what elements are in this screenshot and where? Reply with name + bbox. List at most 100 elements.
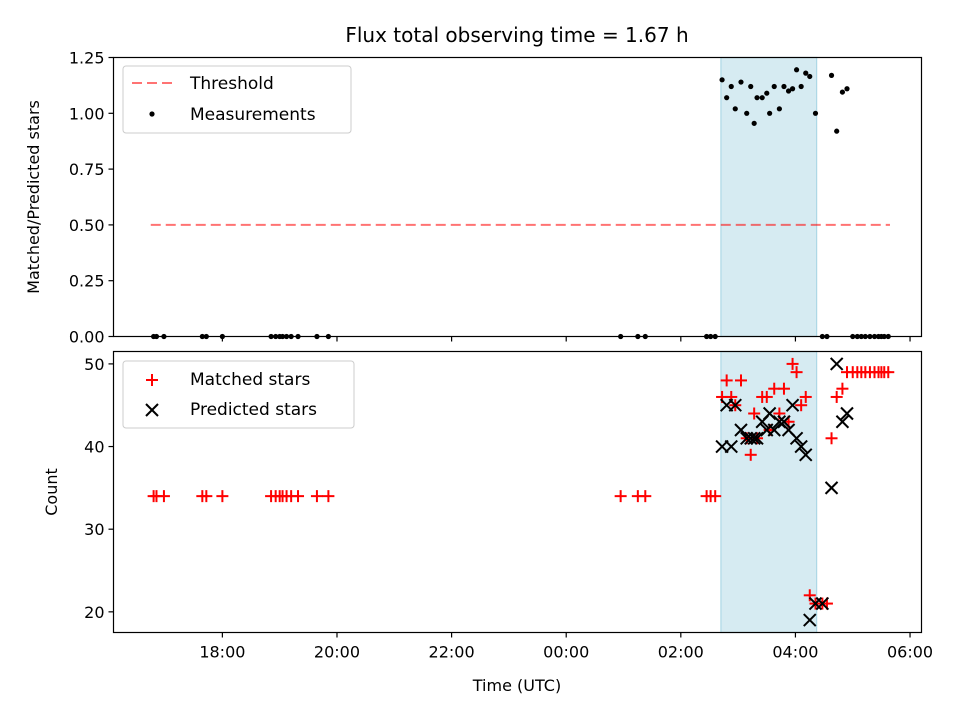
bottom-x-ticks: 18:00 20:00 22:00 00:00 02:00 04:00 06:00 bbox=[199, 632, 933, 662]
predicted-star-marker-b bbox=[794, 439, 808, 454]
legend-predicted-swatch bbox=[145, 403, 159, 417]
measurement-point bbox=[764, 90, 770, 96]
predicted-star-marker-b bbox=[750, 431, 764, 445]
bottom-xtick-label: 20:00 bbox=[314, 643, 360, 662]
measurement-point bbox=[781, 83, 787, 90]
top-axes-frame bbox=[112, 56, 923, 338]
predicted-star-marker-b bbox=[824, 481, 839, 495]
top-x-ticks bbox=[221, 336, 911, 342]
predicted-star-marker-b bbox=[762, 406, 777, 421]
measurement-point bbox=[807, 73, 813, 80]
legend-measurements-swatch bbox=[149, 111, 155, 117]
measurement-point bbox=[759, 95, 765, 101]
predicted-star-marker-b bbox=[840, 406, 854, 421]
predicted-star-marker-b bbox=[747, 431, 761, 445]
predicted-star-marker-b bbox=[799, 448, 813, 462]
predicted-star-marker bbox=[824, 481, 839, 495]
bottom-legend: Matched stars Predicted stars bbox=[122, 360, 355, 429]
legend-predicted-label: Predicted stars bbox=[190, 400, 317, 420]
bottom-x-axis-label: Time (UTC) bbox=[472, 676, 561, 695]
predicted-star-marker bbox=[799, 448, 813, 462]
top-legend-box bbox=[122, 65, 352, 134]
top-ytick-label: 1.25 bbox=[69, 49, 105, 68]
matched-star-marker bbox=[882, 366, 895, 379]
measurement-point bbox=[839, 89, 846, 95]
matched-star-marker bbox=[795, 399, 808, 412]
bottom-highlight-span bbox=[720, 350, 818, 634]
measurement-point bbox=[798, 83, 804, 90]
matched-star-marker bbox=[790, 366, 803, 379]
predicted-star-marker bbox=[747, 431, 761, 445]
measurement-point bbox=[719, 77, 725, 83]
legend-threshold-label: Threshold bbox=[189, 74, 274, 94]
chart-title: Flux total observing time = 1.67 h bbox=[345, 23, 688, 47]
measurement-point bbox=[724, 95, 730, 101]
matched-star-marker bbox=[760, 390, 773, 403]
predicted-star-marker bbox=[762, 406, 777, 421]
matched-star-marker bbox=[322, 490, 335, 503]
top-legend: Threshold Measurements bbox=[122, 65, 352, 134]
measurement-point bbox=[844, 86, 850, 92]
predicted-star-marker bbox=[835, 415, 850, 429]
bottom-xtick-label: 00:00 bbox=[543, 643, 589, 662]
predicted-star-marker-b bbox=[724, 439, 738, 454]
matched-star-marker bbox=[200, 490, 213, 503]
predicted-star-marker bbox=[750, 431, 764, 445]
bottom-xtick-label: 06:00 bbox=[887, 643, 933, 662]
measurement-point bbox=[793, 67, 800, 73]
predicted-star-marker bbox=[767, 423, 781, 437]
matched-star-marker bbox=[825, 432, 838, 445]
bottom-xtick-label: 02:00 bbox=[658, 643, 704, 662]
matched-star-marker bbox=[216, 490, 229, 503]
matched-star-marker bbox=[292, 490, 305, 503]
matched-star-marker bbox=[803, 589, 816, 602]
matched-star-marker bbox=[744, 448, 757, 461]
bottom-axes-frame bbox=[112, 350, 923, 634]
predicted-stars-points bbox=[715, 357, 854, 627]
top-ytick-label: 0.00 bbox=[69, 328, 105, 347]
predicted-star-marker-b bbox=[829, 357, 844, 371]
predicted-star-marker bbox=[724, 439, 738, 454]
measurement-point bbox=[803, 70, 809, 76]
measurement-point bbox=[785, 88, 792, 94]
measurement-point bbox=[771, 83, 777, 90]
predicted-star-marker bbox=[794, 439, 808, 454]
measurement-point bbox=[834, 128, 840, 134]
measurement-point bbox=[776, 106, 782, 112]
predicted-star-marker bbox=[728, 398, 742, 412]
top-ytick-label: 0.50 bbox=[69, 216, 105, 235]
predicted-star-marker bbox=[803, 613, 817, 627]
matched-star-marker bbox=[830, 390, 843, 403]
predicted-star-marker-b bbox=[789, 431, 804, 445]
predicted-star-marker-b bbox=[785, 398, 800, 412]
predicted-star-marker-b bbox=[728, 398, 742, 412]
bottom-xtick-label: 22:00 bbox=[429, 643, 475, 662]
matched-star-marker bbox=[720, 374, 733, 387]
matched-star-marker bbox=[777, 382, 790, 395]
matched-star-marker bbox=[614, 490, 627, 503]
matched-star-marker bbox=[157, 490, 170, 503]
measurement-point bbox=[754, 95, 760, 101]
predicted-star-marker bbox=[777, 415, 791, 429]
predicted-star-marker-b bbox=[744, 431, 758, 445]
bottom-xtick-label: 04:00 bbox=[772, 643, 818, 662]
matched-star-marker bbox=[734, 374, 747, 387]
predicted-star-marker bbox=[785, 398, 800, 412]
matched-star-marker bbox=[799, 390, 812, 403]
predicted-star-marker-b bbox=[767, 423, 781, 437]
predicted-star-marker-b bbox=[734, 423, 748, 437]
top-y-axis-label: Matched/Predicted stars bbox=[24, 100, 43, 294]
matched-star-marker bbox=[709, 490, 722, 503]
bottom-y-ticks: 20 30 40 50 bbox=[84, 355, 114, 622]
top-ytick-label: 0.75 bbox=[69, 160, 105, 179]
bottom-ytick-label: 20 bbox=[84, 603, 104, 622]
bottom-y-axis-label: Count bbox=[42, 468, 61, 516]
predicted-star-marker-b bbox=[835, 415, 850, 429]
matched-star-marker bbox=[310, 490, 323, 503]
measurement-point bbox=[738, 79, 744, 85]
matched-stars-points bbox=[147, 357, 895, 610]
measurement-point bbox=[789, 86, 796, 92]
legend-measurements-label: Measurements bbox=[190, 105, 316, 125]
legend-matched-label: Matched stars bbox=[190, 370, 310, 390]
bottom-ytick-label: 50 bbox=[84, 355, 104, 374]
